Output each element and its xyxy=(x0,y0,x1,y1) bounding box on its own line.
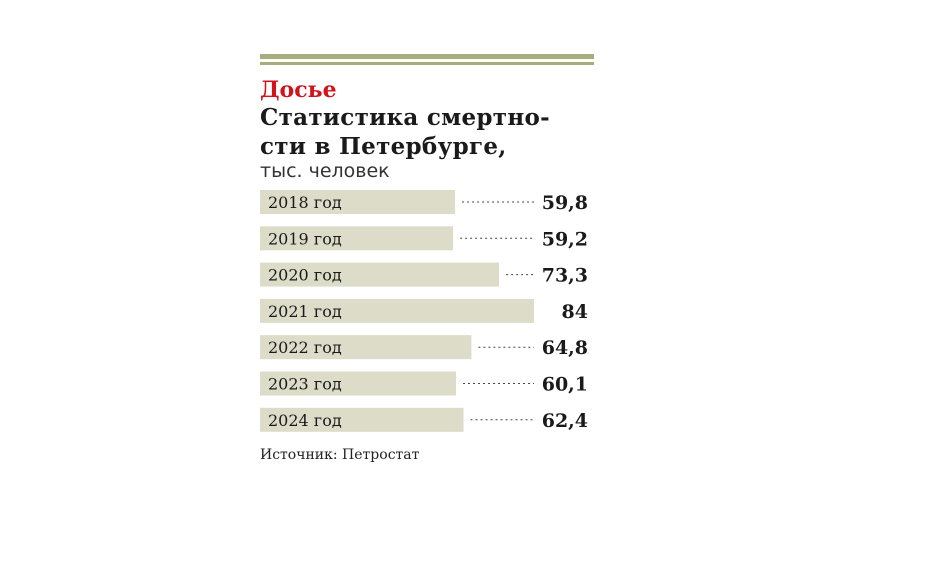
category-label: 2023 год xyxy=(268,375,342,394)
top-rule-thick xyxy=(260,54,594,59)
value-label: 62,4 xyxy=(542,410,588,432)
value-label: 84 xyxy=(562,301,588,323)
dossier-card: Досье Статистика смертно- сти в Петербур… xyxy=(260,54,594,464)
bar xyxy=(260,190,456,214)
chart-title-line-2: сти в Петербурге, xyxy=(260,133,507,160)
chart-title: Статистика смертно- сти в Петербурге, xyxy=(260,103,594,161)
bar xyxy=(260,226,454,251)
bar xyxy=(260,371,457,396)
value-label: 73,3 xyxy=(542,265,588,287)
category-label: 2022 год xyxy=(268,338,342,357)
bar xyxy=(260,407,464,432)
value-label: 60,1 xyxy=(542,374,588,396)
value-label: 59,8 xyxy=(542,192,588,214)
category-label: 2019 год xyxy=(268,229,342,248)
category-label: 2024 год xyxy=(268,411,342,430)
bar xyxy=(260,298,534,323)
bar-chart: 2018 год 59,8 2019 год 59,2 2020 год 73,3 2021… xyxy=(260,190,588,432)
category-label: 2021 год xyxy=(268,302,342,321)
value-label: 64,8 xyxy=(542,337,588,359)
value-label: 59,2 xyxy=(542,228,588,250)
category-label: 2020 год xyxy=(268,266,342,285)
category-label: 2018 год xyxy=(268,193,342,212)
source-note: Источник: Петростат xyxy=(260,447,420,463)
top-rule-thin xyxy=(260,62,594,65)
kicker-label: Досье xyxy=(260,77,337,103)
chart-title-line-1: Статистика смертно- xyxy=(260,104,550,131)
bar xyxy=(260,262,500,287)
units-label: тыс. человек xyxy=(260,160,390,182)
bar xyxy=(260,335,472,360)
